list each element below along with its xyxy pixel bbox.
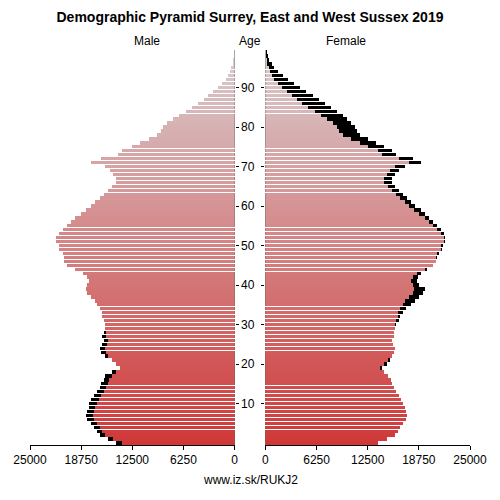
svg-text:40: 40 [241, 278, 255, 292]
svg-text:30: 30 [241, 318, 255, 332]
svg-text:60: 60 [241, 199, 255, 213]
svg-text:25000: 25000 [453, 453, 487, 467]
svg-text:20: 20 [241, 357, 255, 371]
svg-text:80: 80 [241, 120, 255, 134]
svg-text:Age: Age [239, 34, 261, 48]
svg-text:0: 0 [262, 453, 269, 467]
svg-text:Male: Male [134, 34, 160, 48]
svg-text:www.iz.sk/RUKJ2: www.iz.sk/RUKJ2 [203, 473, 298, 487]
svg-text:10: 10 [241, 397, 255, 411]
svg-text:90: 90 [241, 81, 255, 95]
svg-text:25000: 25000 [13, 453, 47, 467]
svg-text:Female: Female [326, 34, 366, 48]
svg-text:18750: 18750 [402, 453, 436, 467]
svg-text:12500: 12500 [116, 453, 150, 467]
svg-text:70: 70 [241, 160, 255, 174]
svg-text:50: 50 [241, 239, 255, 253]
svg-text:6250: 6250 [303, 453, 330, 467]
svg-text:0: 0 [231, 453, 238, 467]
svg-text:6250: 6250 [170, 453, 197, 467]
svg-text:12500: 12500 [351, 453, 385, 467]
svg-text:18750: 18750 [64, 453, 98, 467]
svg-text:Demographic Pyramid Surrey, Ea: Demographic Pyramid Surrey, East and Wes… [57, 9, 444, 25]
